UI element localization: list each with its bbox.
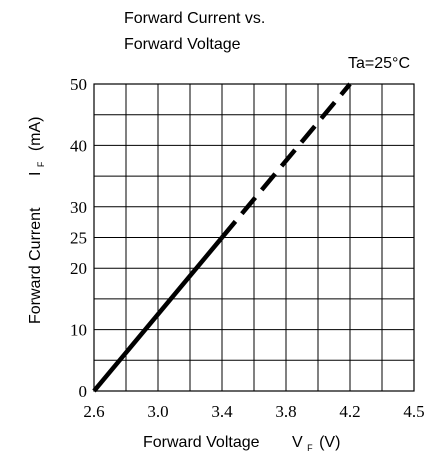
x-axis-label-subscript: F xyxy=(307,443,313,453)
series-lines xyxy=(92,82,352,393)
y-tick-label: 40 xyxy=(70,136,87,155)
y-tick-label: 10 xyxy=(70,321,87,340)
y-tick-label: 30 xyxy=(70,198,87,217)
y-axis-label-text: Forward Current xyxy=(27,207,44,324)
x-axis-label-symbol: V xyxy=(292,434,303,451)
temperature-annotation: Ta=25°C xyxy=(348,55,410,72)
x-tick-label: 3.8 xyxy=(275,402,296,421)
grid xyxy=(94,84,414,391)
y-tick-labels: 0 10 20 25 30 40 50 xyxy=(70,75,87,401)
chart-title-line2: Forward Voltage xyxy=(124,36,241,53)
chart-title-line1: Forward Current vs. xyxy=(124,10,265,27)
x-tick-label: 3.0 xyxy=(147,402,168,421)
y-tick-label: 0 xyxy=(79,382,88,401)
x-axis-label-text: Forward Voltage xyxy=(143,434,260,451)
x-tick-labels: 2.6 3.0 3.4 3.8 4.2 4.5 xyxy=(83,402,424,421)
x-tick-label: 4.5 xyxy=(403,402,424,421)
y-axis-label-subscript: F xyxy=(36,161,46,167)
x-axis-label: Forward Voltage V F (V) xyxy=(143,434,340,455)
y-axis-label: Forward Current I F (mA) xyxy=(27,116,48,324)
y-axis-label-symbol: I xyxy=(27,172,44,176)
x-tick-label: 3.4 xyxy=(211,402,233,421)
x-tick-label: 4.2 xyxy=(339,402,360,421)
series-line-dashed xyxy=(220,82,352,239)
x-axis-label-unit: (V) xyxy=(319,434,340,451)
y-tick-label: 50 xyxy=(70,75,87,94)
y-axis-label-unit: (mA) xyxy=(27,116,44,151)
plot-frame xyxy=(93,83,415,392)
series-line-solid xyxy=(92,236,224,393)
y-tick-label: 25 xyxy=(70,229,87,248)
y-tick-label: 20 xyxy=(70,259,87,278)
x-tick-label: 2.6 xyxy=(83,402,104,421)
